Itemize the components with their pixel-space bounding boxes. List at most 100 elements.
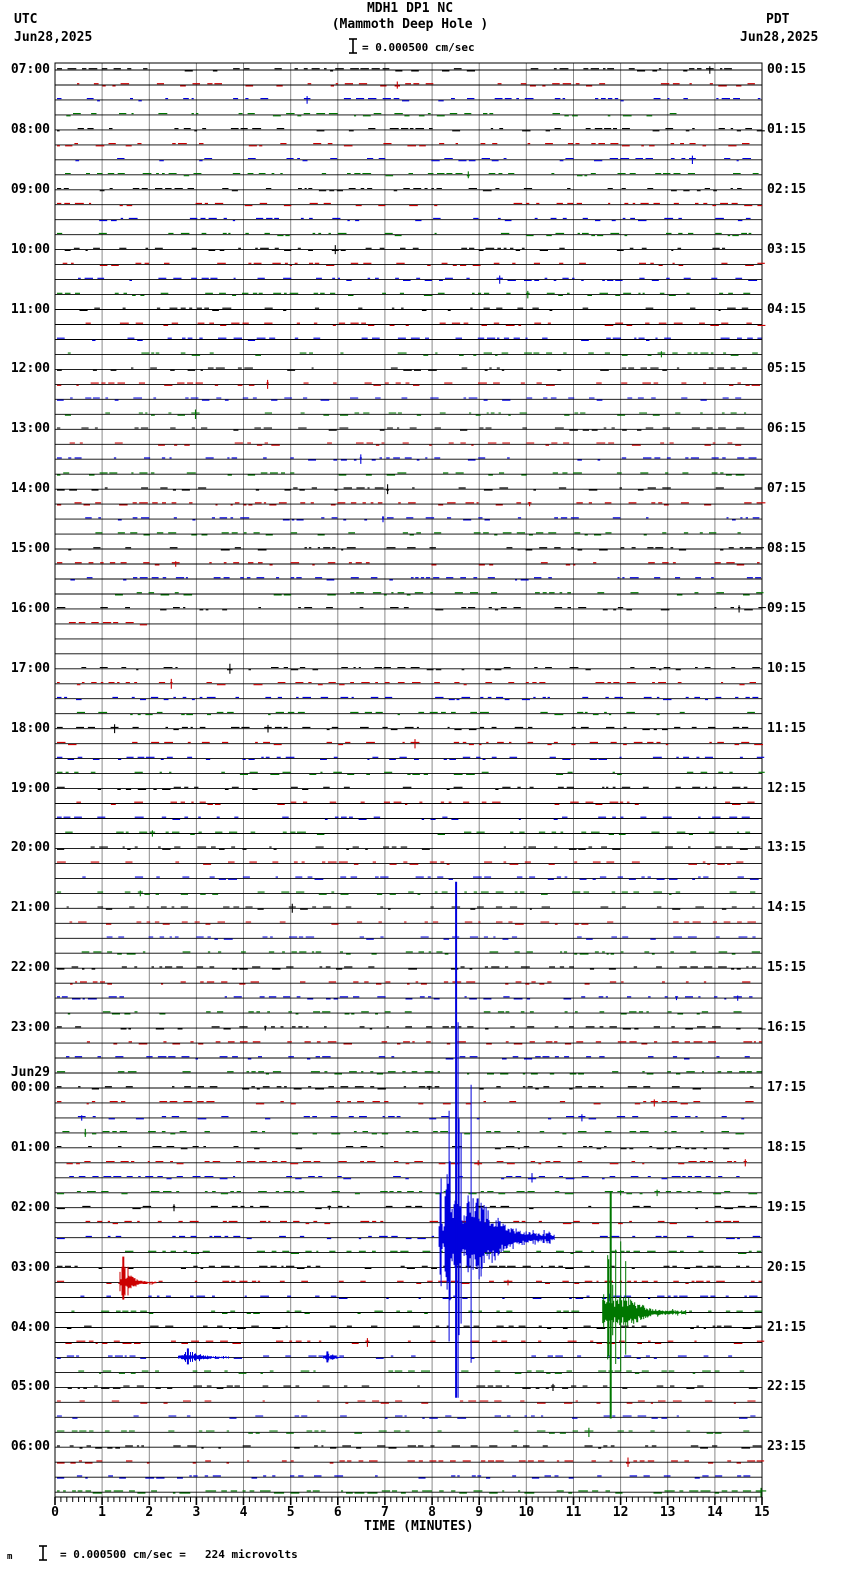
trace-noise (57, 187, 742, 192)
trace-noise (66, 113, 677, 117)
trace-noise (57, 561, 760, 567)
pdt-timezone-label: PDT (766, 12, 790, 27)
hour-label-pdt: 13:15 (767, 840, 807, 856)
hour-label-pdt: 05:15 (767, 361, 807, 377)
hour-label-pdt: 00:15 (767, 62, 807, 77)
axis-tick-label: 7 (380, 1505, 389, 1520)
trace-noise (57, 502, 766, 507)
trace-noise (57, 756, 765, 761)
hour-label-utc: 19:00 (10, 780, 50, 796)
trace-noise (57, 427, 745, 431)
hour-label-pdt: 22:15 (767, 1379, 807, 1395)
trace-noise (115, 592, 764, 596)
axis-tick-label: 5 (286, 1505, 295, 1520)
trace-noise (95, 532, 741, 536)
trace-noise (57, 1204, 758, 1212)
trace-noise (69, 1173, 740, 1183)
trace-noise (57, 678, 756, 689)
trace-noise (57, 367, 747, 371)
blip-blue-2 (322, 1353, 344, 1361)
trace-noise (57, 484, 762, 495)
trace-noise (57, 771, 765, 776)
trace-noise (75, 155, 751, 164)
hour-label-utc: 15:00 (10, 541, 50, 556)
axis-tick-label: 6 (333, 1505, 342, 1520)
hour-label-pdt: 19:15 (767, 1199, 807, 1215)
trace-noise (85, 516, 760, 523)
hour-label-pdt: 21:15 (767, 1319, 807, 1335)
trace-noise (69, 921, 756, 925)
axis-tick-label: 15 (754, 1505, 770, 1520)
trace-noise (99, 217, 751, 222)
trace-noise (86, 1041, 762, 1045)
trace-noise (57, 202, 762, 207)
axis-tick-label: 11 (565, 1505, 582, 1520)
trace-noise (67, 1011, 742, 1015)
axis-tick-label: 14 (707, 1505, 723, 1520)
hour-label-utc: 14:00 (10, 481, 50, 497)
trace-noise (77, 1114, 745, 1122)
event-red-small (119, 1266, 157, 1296)
trace-noise (79, 307, 749, 311)
scale-label: = 0.000500 cm/sec (362, 41, 475, 54)
trace-noise (62, 1128, 745, 1137)
trace-noise (57, 397, 742, 401)
hour-label-utc: 03:00 (10, 1259, 50, 1275)
hour-label-pdt: 04:15 (767, 301, 807, 317)
hour-label-pdt: 16:15 (767, 1020, 807, 1036)
hour-label-utc: 23:00 (10, 1020, 50, 1036)
trace-noise (67, 1383, 758, 1391)
axis-tick-label: 8 (428, 1505, 436, 1520)
hour-label-pdt: 11:15 (767, 720, 807, 736)
x-axis-title: TIME (MINUTES) (364, 1519, 474, 1534)
trace-noise (57, 1279, 762, 1286)
hour-label-pdt: 12:15 (767, 780, 807, 796)
trace-noise (57, 1355, 733, 1359)
trace-noise (57, 290, 751, 299)
hour-label-utc: 05:00 (10, 1379, 50, 1395)
trace-noise (57, 995, 753, 1001)
trace-noise (57, 66, 732, 74)
axis-tick-label: 3 (192, 1505, 201, 1520)
trace-noise (64, 409, 747, 419)
hour-label-pdt: 14:15 (767, 900, 807, 916)
trace-noise (76, 801, 755, 805)
footer-prefix: m (7, 1552, 13, 1562)
trace-noise (85, 322, 766, 326)
trace-noise (81, 951, 760, 955)
hour-label-utc: 02:00 (10, 1199, 50, 1215)
trace-noise (68, 547, 764, 551)
axis-tick-label: 4 (239, 1505, 248, 1520)
trace-noise (57, 1475, 751, 1479)
quake-blue-major (438, 1022, 555, 1398)
trace-noise (66, 1325, 762, 1329)
hour-label-utc: 16:00 (10, 600, 50, 616)
date-change-label: Jun29 (10, 1065, 50, 1080)
trace-noise (67, 351, 758, 358)
axis-tick-label: 9 (475, 1505, 484, 1520)
trace-noise (57, 1189, 758, 1197)
hour-label-utc: 08:00 (10, 121, 50, 137)
hour-label-utc: 09:00 (10, 181, 50, 197)
trace-noise (57, 846, 761, 850)
hour-label-pdt: 07:15 (767, 481, 807, 497)
hour-label-utc: 06:00 (10, 1439, 50, 1455)
trace-noise (65, 1338, 765, 1347)
axis-ticks (54, 1497, 763, 1505)
trace-noise (76, 711, 755, 716)
utc-date-label: Jun28,2025 (14, 30, 93, 45)
hour-label-pdt: 03:15 (767, 241, 807, 257)
footer-scale-bar-icon (38, 1544, 48, 1562)
trace-noise (57, 696, 759, 701)
trace-noise (78, 275, 758, 284)
trace-noise (57, 96, 761, 104)
trace-noise (62, 262, 765, 267)
hour-label-utc: 07:00 (10, 62, 50, 77)
trace-noise (69, 442, 742, 446)
axis-tick-label: 12 (612, 1505, 629, 1520)
trace-noise (77, 81, 755, 89)
hour-label-utc: 01:00 (10, 1139, 50, 1155)
trace-noise (70, 981, 751, 985)
trace-noise (81, 663, 760, 674)
trace-noise (70, 577, 761, 581)
